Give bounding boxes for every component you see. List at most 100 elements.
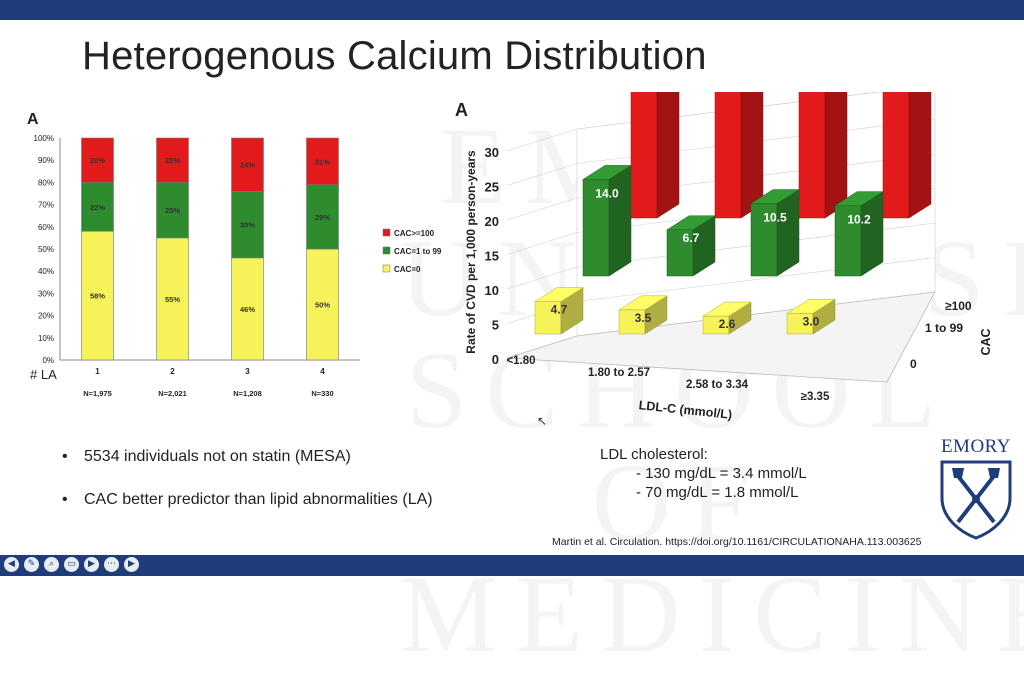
panel-label: A <box>455 100 468 120</box>
y-tick-label: 5 <box>492 318 499 333</box>
shield-icon <box>940 460 1012 540</box>
data-label: 46% <box>240 305 255 314</box>
bar-top <box>534 287 584 302</box>
side-gridline <box>506 232 578 255</box>
data-label: 4.7 <box>551 303 568 317</box>
bar-top <box>750 189 800 204</box>
captions-icon[interactable]: ▭ <box>64 557 79 572</box>
ldl-line: - 130 mg/dL = 3.4 mmol/L <box>636 465 807 482</box>
y-tick-label: 15 <box>485 249 499 264</box>
y-tick-label: 100% <box>34 134 54 143</box>
bar-segment <box>306 137 339 185</box>
y-tick-label: 20 <box>485 214 499 229</box>
data-label: 14.0 <box>595 186 619 200</box>
bar-side <box>656 92 680 219</box>
y-axis-label: Rate of CVD per 1,000 person-years <box>464 150 478 354</box>
y-tick-label: 25 <box>485 180 499 195</box>
three-d-bar-chart: A05101520253026.126.128.925.614.06.710.5… <box>455 92 993 422</box>
bar-segment <box>156 182 189 239</box>
data-label: 20% <box>90 156 105 165</box>
data-label: 50% <box>315 301 330 310</box>
x-tick-label: 1.80 to 2.57 <box>588 367 650 379</box>
bar-front <box>834 205 862 277</box>
zoom-icon[interactable]: ⌕ <box>44 557 59 572</box>
y-tick-label: 30% <box>38 289 54 298</box>
side-gridline <box>506 197 578 221</box>
data-label: 58% <box>90 292 105 301</box>
legend-entry: CAC=1 to 99 <box>394 247 442 256</box>
pen-icon[interactable]: ✎ <box>24 557 39 572</box>
top-banner <box>0 0 1024 20</box>
data-label: 10.5 <box>763 211 787 225</box>
y-tick-label: 0% <box>42 356 54 365</box>
next-icon[interactable]: ▶ <box>124 557 139 572</box>
bar-side <box>608 164 632 277</box>
side-gridline <box>506 128 578 152</box>
data-label: 3.5 <box>635 311 652 325</box>
data-label: 30% <box>240 221 255 230</box>
bullet-list: 5534 individuals not on statin (MESA) CA… <box>62 448 433 534</box>
bar-top <box>834 191 884 206</box>
y-tick-label: 90% <box>38 156 54 165</box>
bar-front <box>750 203 778 277</box>
x-tick-label: 1 <box>95 367 100 376</box>
x-tick-label: 4 <box>320 367 325 376</box>
depth-tick-label: 0 <box>910 357 917 371</box>
data-label: 6.7 <box>683 231 700 245</box>
bar-front <box>618 309 646 335</box>
data-label: 25% <box>165 206 180 215</box>
y-tick-label: 20% <box>38 312 54 321</box>
x-tick-label: 2.58 to 3.34 <box>686 379 749 391</box>
y-tick-label: 60% <box>38 223 54 232</box>
bar-segment <box>156 237 189 361</box>
more-icon[interactable]: ⋯ <box>104 557 119 572</box>
sample-size-label: N=1,208 <box>233 389 262 398</box>
bar-front <box>582 179 610 277</box>
video-icon[interactable]: ▶ <box>84 557 99 572</box>
data-label: 20% <box>165 156 180 165</box>
previous-icon[interactable]: ◀ <box>4 557 19 572</box>
legend-swatch <box>382 228 391 237</box>
data-label: 22% <box>90 203 105 212</box>
sample-size-label: N=1,975 <box>83 389 112 398</box>
side-gridline <box>506 163 578 186</box>
legend-entry: CAC>=100 <box>394 229 435 238</box>
y-tick-label: 30 <box>485 145 499 160</box>
bar-side <box>776 189 800 277</box>
bar-front <box>630 92 658 219</box>
y-tick-label: 40% <box>38 267 54 276</box>
bar-top <box>702 301 752 317</box>
bar-side <box>824 92 848 219</box>
bar-front <box>798 92 826 219</box>
bar-top <box>582 165 632 180</box>
x-tick-label: <1.80 <box>506 355 535 367</box>
y-tick-label: 70% <box>38 201 54 210</box>
sample-size-label: N=330 <box>311 389 333 398</box>
emory-logo: EMORY <box>934 436 1018 546</box>
y-tick-label: 0 <box>492 352 499 367</box>
watermark-line: SCHOOL OF <box>400 334 960 558</box>
legend-swatch <box>382 246 391 255</box>
x-axis-label: # LA <box>30 367 57 382</box>
y-tick-label: 10% <box>38 334 54 343</box>
bar-front <box>534 301 562 335</box>
y-tick-label: 50% <box>38 245 54 254</box>
data-label: 21% <box>315 157 330 166</box>
legend-entry: CAC=0 <box>394 265 421 274</box>
mouse-cursor-icon: ↖ <box>537 414 548 428</box>
depth-tick-label: 1 to 99 <box>925 321 963 335</box>
slide-title: Heterogenous Calcium Distribution <box>82 34 707 78</box>
x-tick-label: 2 <box>170 367 175 376</box>
data-label: 2.6 <box>719 317 736 331</box>
data-label: 55% <box>165 295 180 304</box>
bar-segment <box>81 137 114 183</box>
data-label: 24% <box>240 161 255 170</box>
bar-top <box>786 299 836 314</box>
sample-size-label: N=2,021 <box>158 389 187 398</box>
x-axis-label: LDL-C (mmol/L) <box>638 398 733 422</box>
data-label: 3.0 <box>803 314 820 328</box>
data-label: 29% <box>315 213 330 222</box>
y-tick-label: 80% <box>38 178 54 187</box>
y-tick-label: 10 <box>485 283 499 298</box>
panel-label: A <box>27 111 39 128</box>
